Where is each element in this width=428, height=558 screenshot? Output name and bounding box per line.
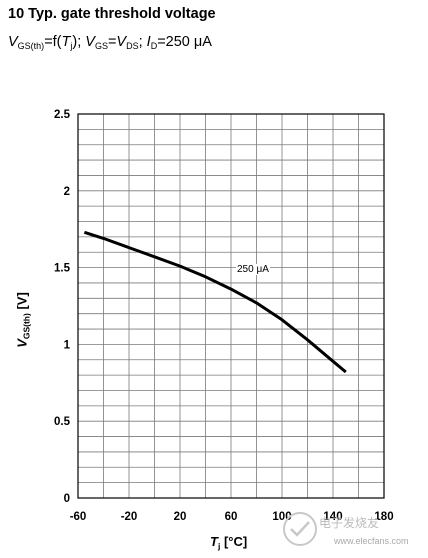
y-tick-label: 2 (64, 186, 70, 198)
y-tick-label: 1 (64, 339, 71, 351)
chart-title: 10 Typ. gate threshold voltage (8, 6, 216, 22)
x-tick-label: 20 (174, 511, 187, 523)
series-lines (83, 230, 347, 374)
watermark-logo-icon (283, 512, 317, 546)
watermark-url: www.elecfans.com (334, 536, 409, 546)
x-tick-label: -20 (121, 511, 138, 523)
series-label-250ua: 250 μA (236, 264, 270, 275)
chart-subtitle: VGS(th)=f(Tj); VGS=VDS; ID=250 μA (8, 34, 212, 51)
series-line-250ua (83, 230, 347, 374)
x-tick-label: 180 (374, 511, 393, 523)
x-axis-label: Tj [°C] (210, 534, 248, 551)
x-tick-label: 60 (225, 511, 238, 523)
y-tick-label: 2.5 (54, 109, 71, 121)
y-tick-label: 1.5 (54, 263, 71, 275)
x-tick-label: 140 (323, 511, 342, 523)
x-tick-labels: -60 -20 20 60 100 140 180 (70, 511, 394, 523)
y-axis-label: VGS(th) [V] (14, 292, 32, 348)
grid-lines (77, 113, 385, 499)
plot-frame (77, 113, 385, 499)
y-tick-label: 0.5 (54, 416, 71, 428)
y-tick-label: 0 (64, 493, 70, 505)
x-tick-label: -60 (70, 511, 87, 523)
y-tick-labels: 0 0.5 1 1.5 2 2.5 (54, 109, 71, 505)
watermark-text: 电子发烧友 (319, 516, 380, 530)
